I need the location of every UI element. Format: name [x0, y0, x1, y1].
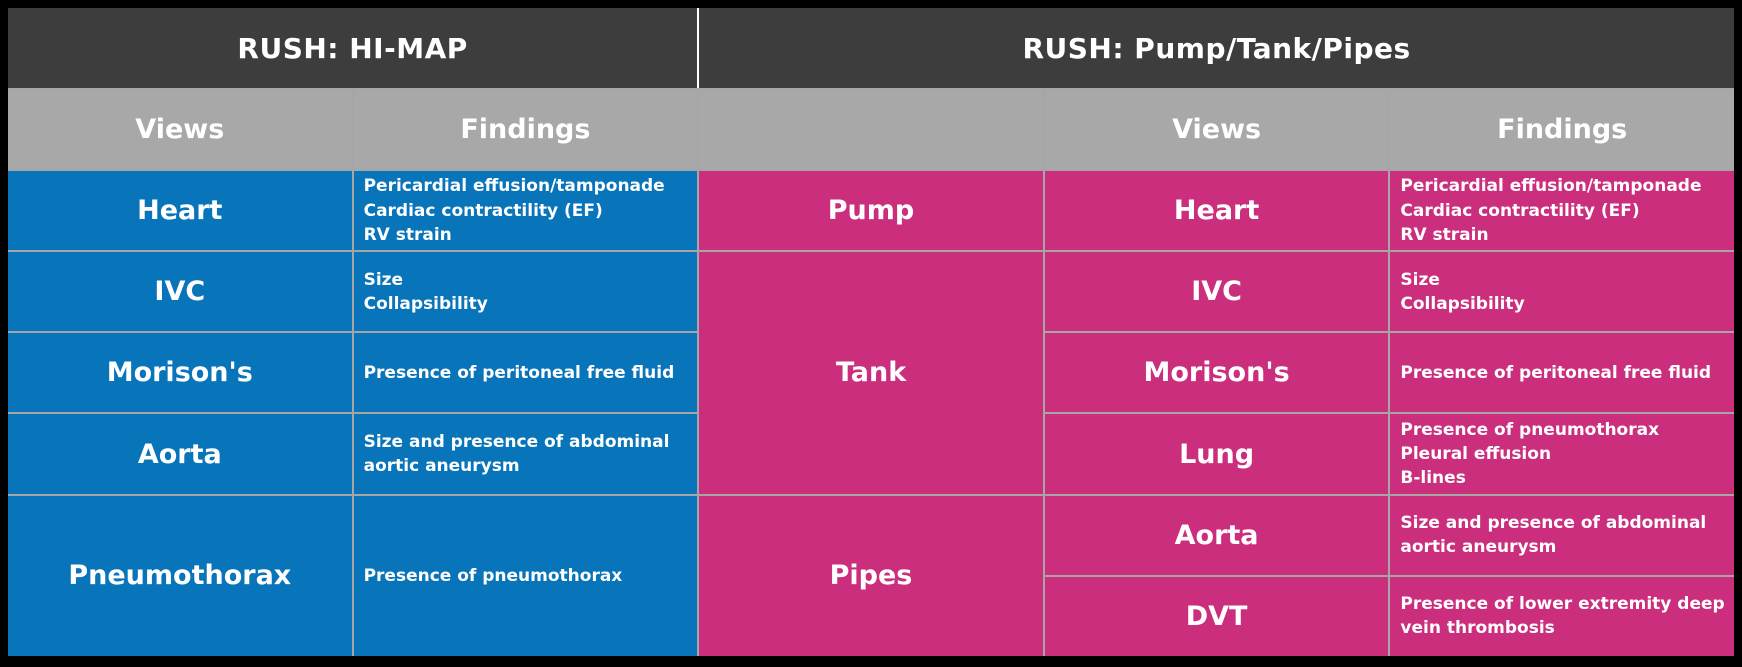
himap-findings-column-header: Findings: [353, 90, 698, 169]
ptp-heart-findings-cell: Pericardial effusion/tamponade Cardiac c…: [1390, 171, 1734, 251]
category-column-spacer: [699, 90, 1043, 169]
ptp-morisons-view-cell: Morison's: [1044, 333, 1389, 413]
ptp-ivc-findings-cell: Size Collapsibility: [1390, 252, 1734, 332]
ptp-lung-view-cell: Lung: [1044, 414, 1389, 494]
pump-category-cell: Pump: [699, 171, 1043, 251]
table-grid: RUSH: HI-MAP RUSH: Pump/Tank/Pipes Views…: [8, 8, 1734, 656]
ptp-views-column-header: Views: [1044, 90, 1389, 169]
himap-ivc-findings-cell: Size Collapsibility: [353, 252, 698, 332]
ptp-aorta-findings-cell: Size and presence of abdominal aortic an…: [1390, 495, 1734, 575]
himap-table-title: RUSH: HI-MAP: [8, 8, 698, 88]
himap-aorta-view-cell: Aorta: [8, 414, 352, 494]
himap-ivc-view-cell: IVC: [8, 252, 352, 332]
himap-aorta-findings-cell: Size and presence of abdominal aortic an…: [353, 414, 698, 494]
ptp-heart-view-cell: Heart: [1044, 171, 1389, 251]
himap-morisons-view-cell: Morison's: [8, 333, 352, 413]
himap-views-column-header: Views: [8, 90, 352, 169]
himap-heart-findings-cell: Pericardial effusion/tamponade Cardiac c…: [353, 171, 698, 251]
tank-category-cell: Tank: [699, 252, 1043, 494]
pipes-category-cell: Pipes: [699, 495, 1043, 656]
himap-pneumothorax-findings-cell: Presence of pneumothorax: [353, 495, 698, 656]
ptp-dvt-findings-cell: Presence of lower extremity deep vein th…: [1390, 576, 1734, 656]
himap-pneumothorax-view-cell: Pneumothorax: [8, 495, 352, 656]
himap-heart-view-cell: Heart: [8, 171, 352, 251]
himap-morisons-findings-cell: Presence of peritoneal free fluid: [353, 333, 698, 413]
ptp-lung-findings-cell: Presence of pneumothorax Pleural effusio…: [1390, 414, 1734, 494]
ptp-dvt-view-cell: DVT: [1044, 576, 1389, 656]
ptp-ivc-view-cell: IVC: [1044, 252, 1389, 332]
ptp-findings-column-header: Findings: [1390, 90, 1734, 169]
ptp-morisons-findings-cell: Presence of peritoneal free fluid: [1390, 333, 1734, 413]
ptp-aorta-view-cell: Aorta: [1044, 495, 1389, 575]
pump-tank-pipes-table-title: RUSH: Pump/Tank/Pipes: [699, 8, 1734, 88]
